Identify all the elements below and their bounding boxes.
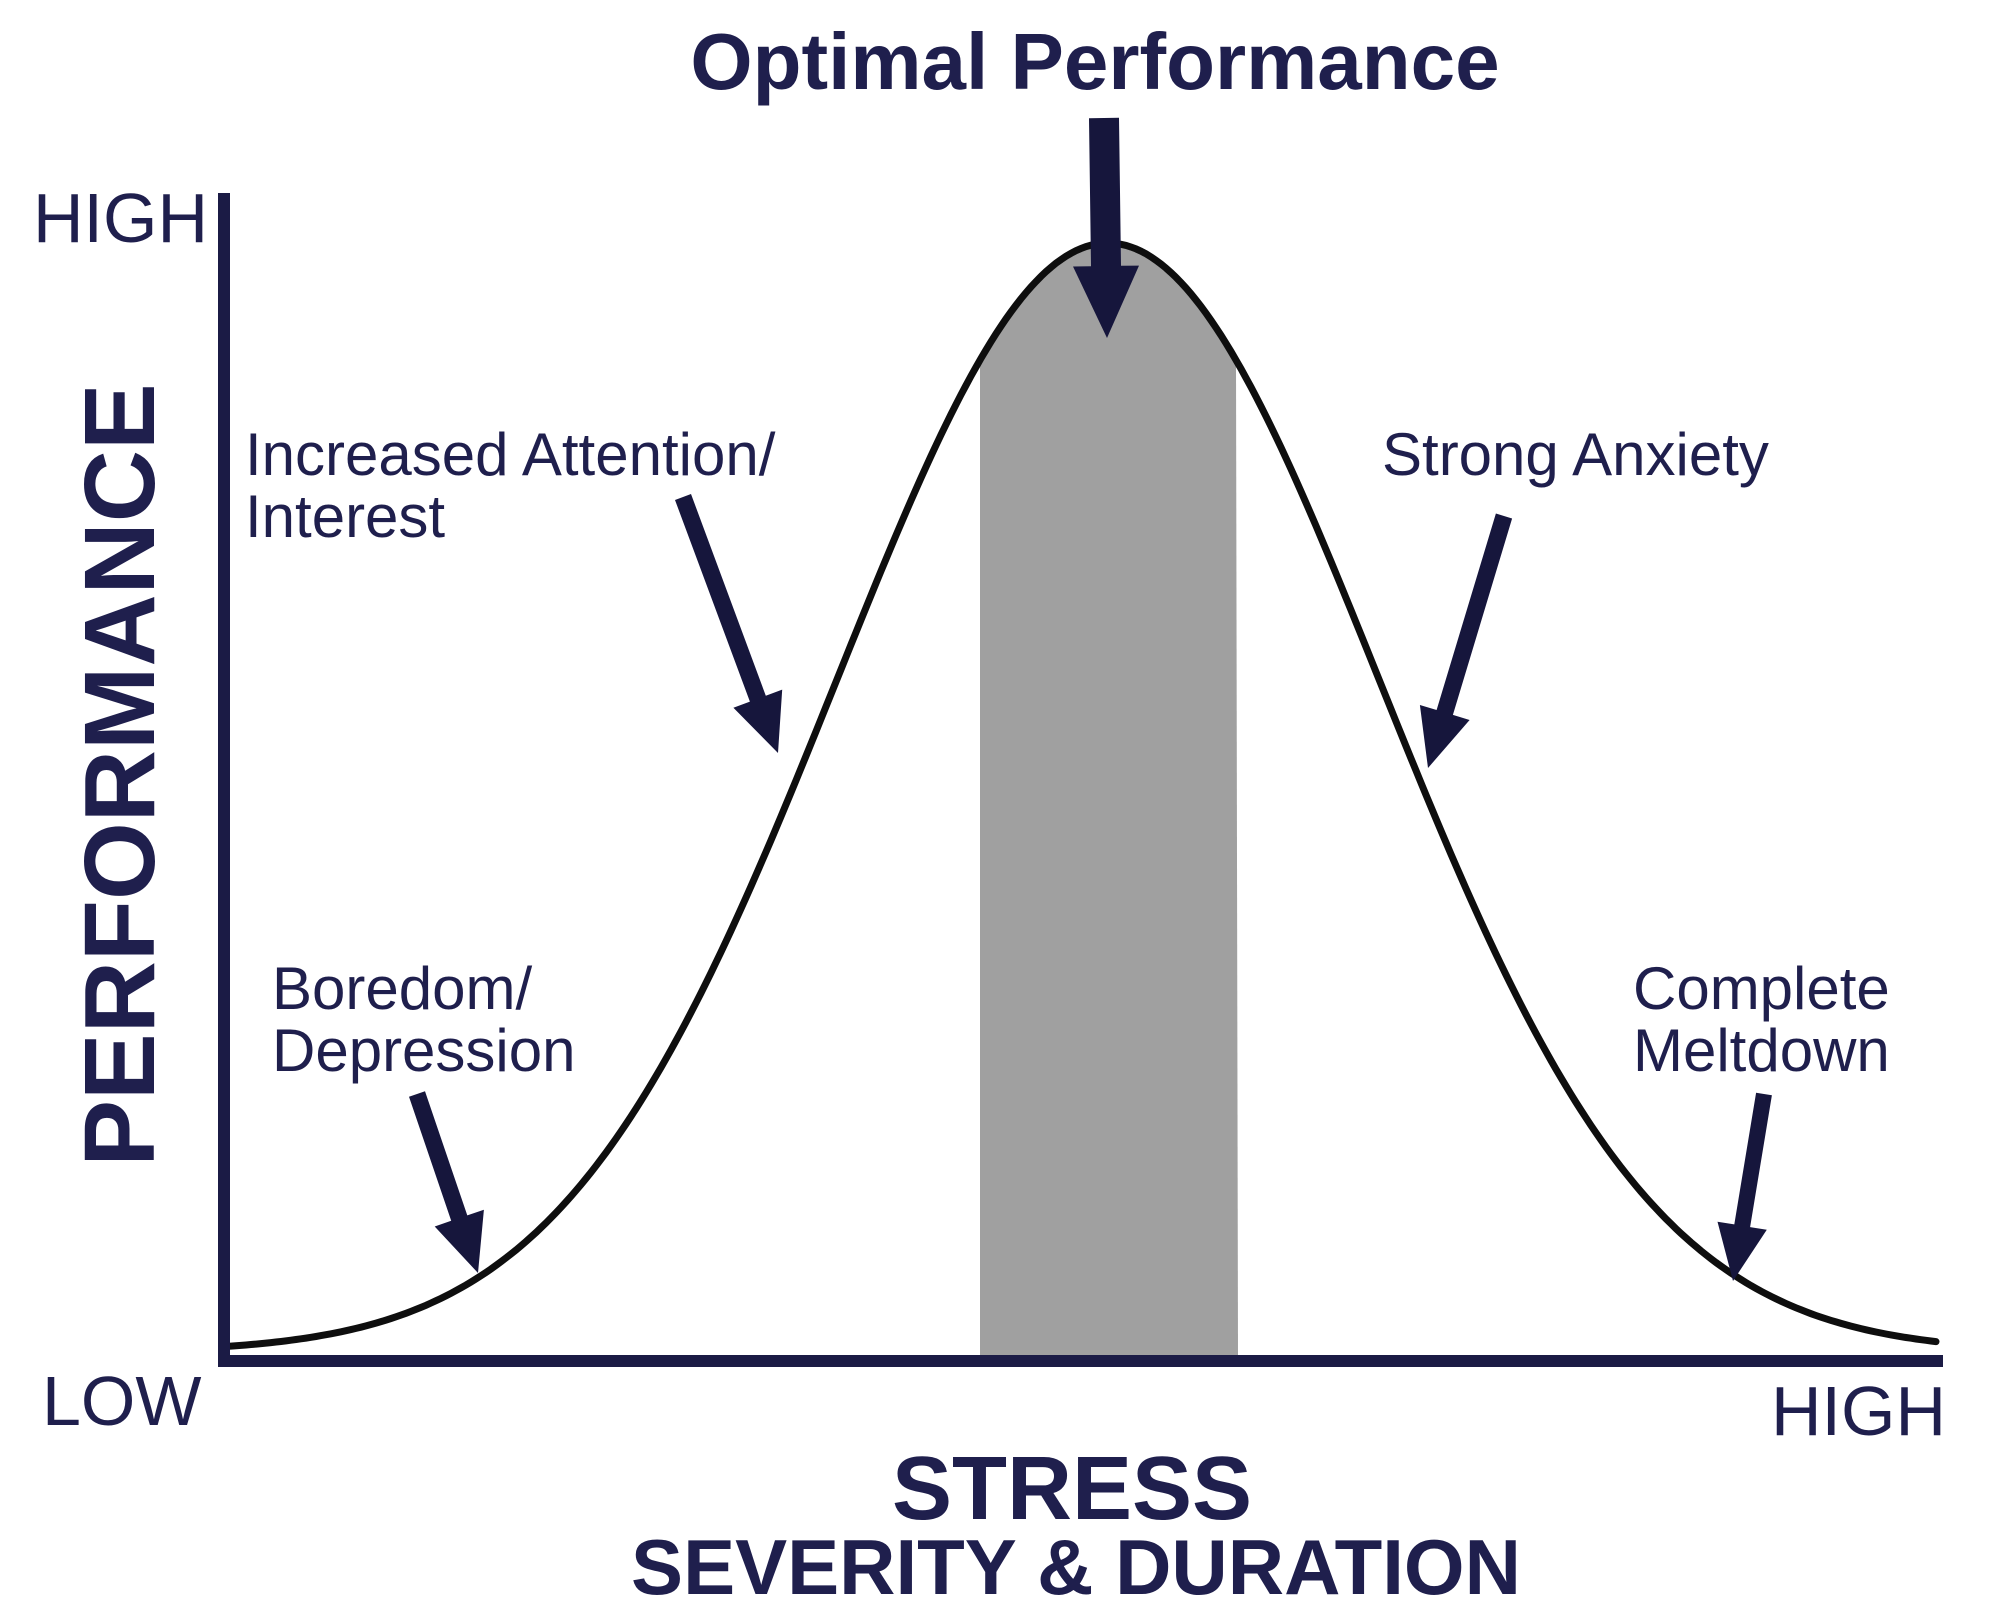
- chart-title: Optimal Performance: [690, 17, 1500, 106]
- origin-low-label: LOW: [42, 1362, 202, 1440]
- increased-attention-arrow: [675, 494, 783, 753]
- x-axis-line: [218, 1355, 1943, 1367]
- x-axis-title: STRESS: [891, 1439, 1253, 1539]
- x-axis-high-label: HIGH: [1771, 1372, 1946, 1450]
- optimal-zone-shade: [980, 243, 1238, 1356]
- annotation-line: Interest: [245, 483, 446, 550]
- x-axis-subtitle: SEVERITY & DURATION: [631, 1523, 1521, 1611]
- annotation-line: Depression: [272, 1017, 576, 1084]
- complete-meltdown-arrow: [1717, 1092, 1772, 1281]
- y-axis-line: [218, 193, 230, 1367]
- annotation-boredom-depression: Boredom/ Depression: [272, 958, 576, 1082]
- annotation-line: Boredom/: [272, 955, 533, 1022]
- annotation-line: Meltdown: [1633, 1017, 1890, 1084]
- y-axis-high-label: HIGH: [33, 179, 208, 257]
- y-axis-title: PERFORMANCE: [64, 383, 176, 1167]
- annotation-line: Strong Anxiety: [1382, 421, 1769, 488]
- performance-curve: [222, 239, 1940, 1350]
- optimal-performance-arrow: [1073, 117, 1139, 338]
- annotation-increased-attention: Increased Attention/ Interest: [245, 424, 775, 548]
- strong-anxiety-arrow: [1419, 513, 1513, 768]
- annotation-line: Complete: [1633, 955, 1890, 1022]
- annotation-strong-anxiety: Strong Anxiety: [1382, 424, 1769, 486]
- annotation-complete-meltdown: Complete Meltdown: [1633, 958, 1890, 1082]
- annotation-line: Increased Attention/: [245, 421, 776, 488]
- boredom-arrow: [409, 1091, 484, 1273]
